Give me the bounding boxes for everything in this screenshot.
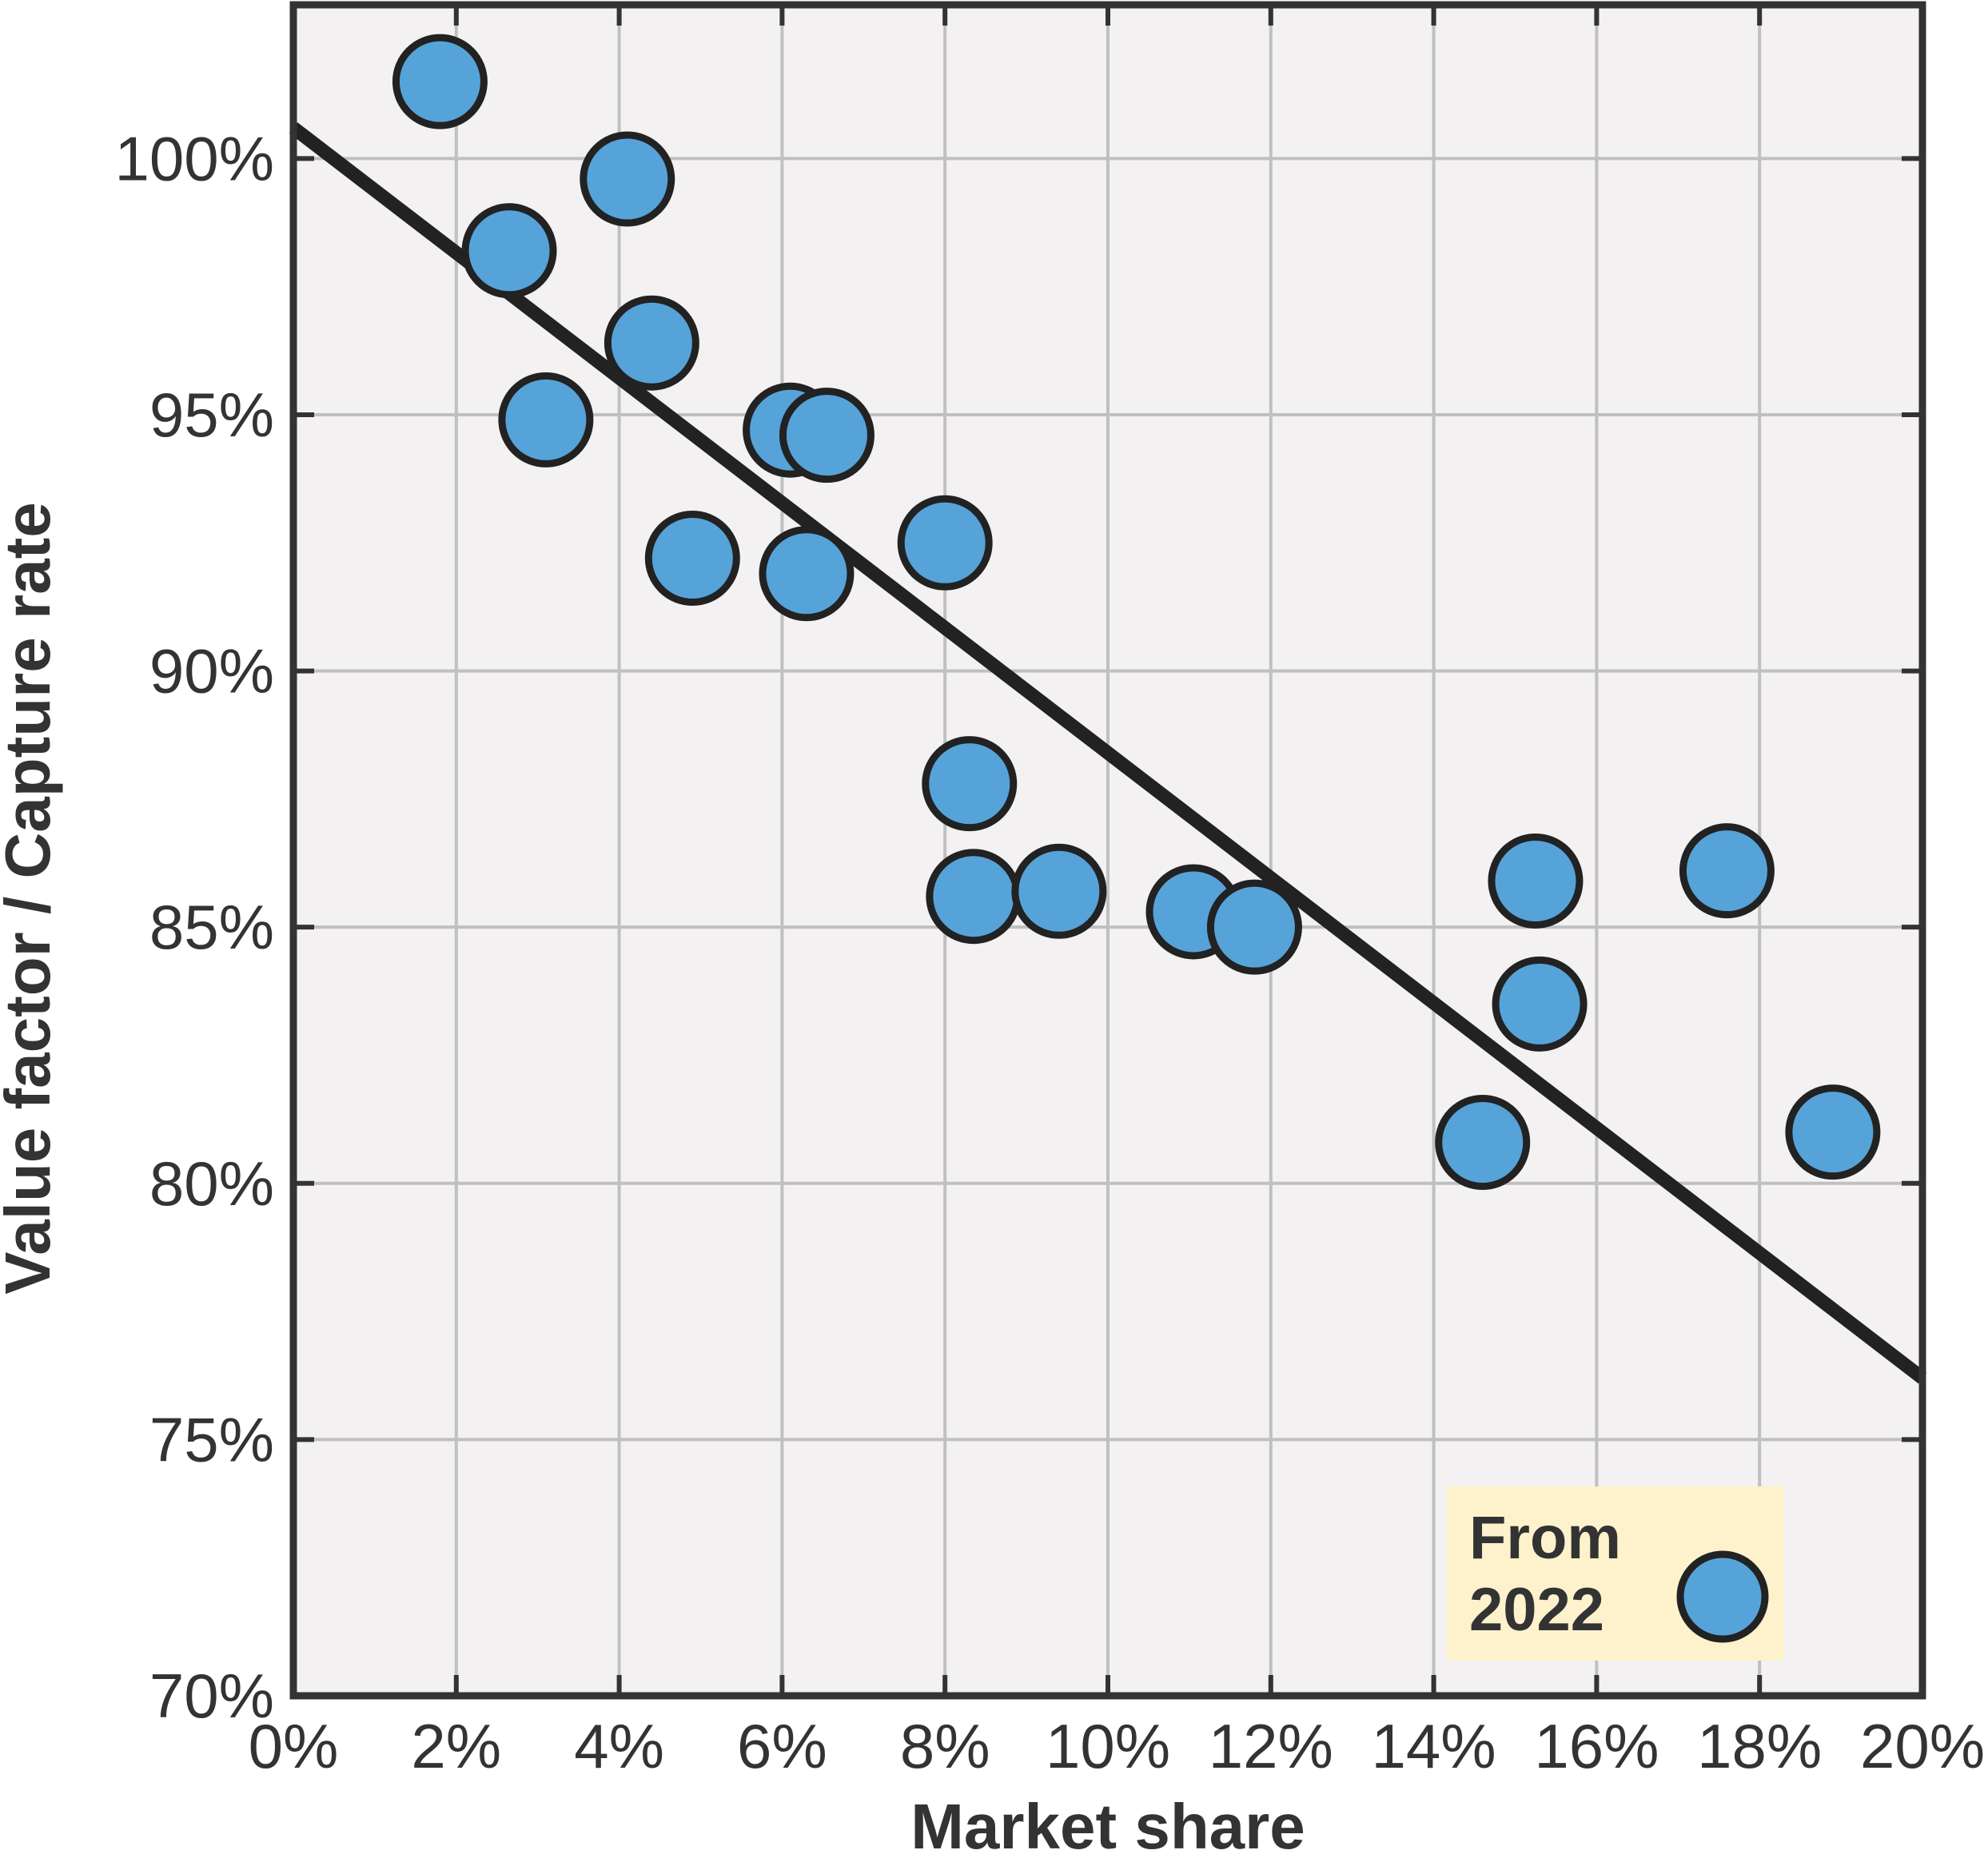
y-axis-title: Value factor / Capture rate <box>0 502 63 1294</box>
data-point <box>1785 1084 1881 1180</box>
x-tick-label: 8% <box>900 1711 990 1781</box>
data-point <box>498 372 594 467</box>
grid-lines <box>293 5 1922 1696</box>
data-point <box>461 203 557 299</box>
data-point <box>1206 879 1302 975</box>
data-point <box>1488 833 1584 929</box>
x-tick-label: 14% <box>1372 1711 1496 1781</box>
data-point <box>922 736 1018 832</box>
legend-label-line1: From <box>1469 1504 1621 1572</box>
data-point <box>604 295 699 391</box>
x-tick-label: 4% <box>574 1711 664 1781</box>
data-points <box>392 34 1881 1190</box>
legend: From 2022 <box>1447 1486 1784 1661</box>
x-tick-label: 0% <box>249 1711 339 1781</box>
data-point <box>779 388 874 483</box>
x-axis-title: Market share <box>910 1791 1305 1862</box>
x-tick-label: 6% <box>737 1711 827 1781</box>
data-point <box>897 495 993 591</box>
y-tick-labels: 70% 75% 80% 85% 90% 95% 100% <box>115 123 275 1731</box>
data-point <box>580 131 675 227</box>
x-tick-label: 12% <box>1209 1711 1333 1781</box>
data-point <box>1492 956 1588 1052</box>
x-tick-label: 18% <box>1697 1711 1822 1781</box>
data-point <box>1435 1094 1531 1190</box>
legend-label-line2: 2022 <box>1469 1576 1604 1644</box>
plot-frame <box>289 1 1926 1700</box>
y-tick-label: 70% <box>149 1661 274 1731</box>
data-point <box>1679 823 1775 919</box>
x-tick-label: 16% <box>1534 1711 1659 1781</box>
x-tick-label: 10% <box>1046 1711 1170 1781</box>
data-point <box>926 849 1022 945</box>
y-tick-label: 80% <box>149 1148 274 1219</box>
x-tick-labels: 0% 2% 4% 6% 8% 10% 12% 14% 16% 18% 20% <box>249 1711 1985 1781</box>
data-point <box>759 526 855 622</box>
x-tick-label: 20% <box>1860 1711 1985 1781</box>
trend-line <box>289 122 1927 1384</box>
data-point <box>644 511 740 607</box>
x-tick-label: 2% <box>411 1711 501 1781</box>
y-tick-label: 95% <box>149 380 274 450</box>
y-tick-label: 90% <box>149 636 274 706</box>
y-tick-label: 100% <box>115 123 275 193</box>
y-tick-label: 85% <box>149 892 274 962</box>
data-point <box>392 34 488 129</box>
data-point <box>1011 843 1107 939</box>
legend-marker <box>1676 1550 1769 1643</box>
y-tick-label: 75% <box>149 1404 274 1474</box>
